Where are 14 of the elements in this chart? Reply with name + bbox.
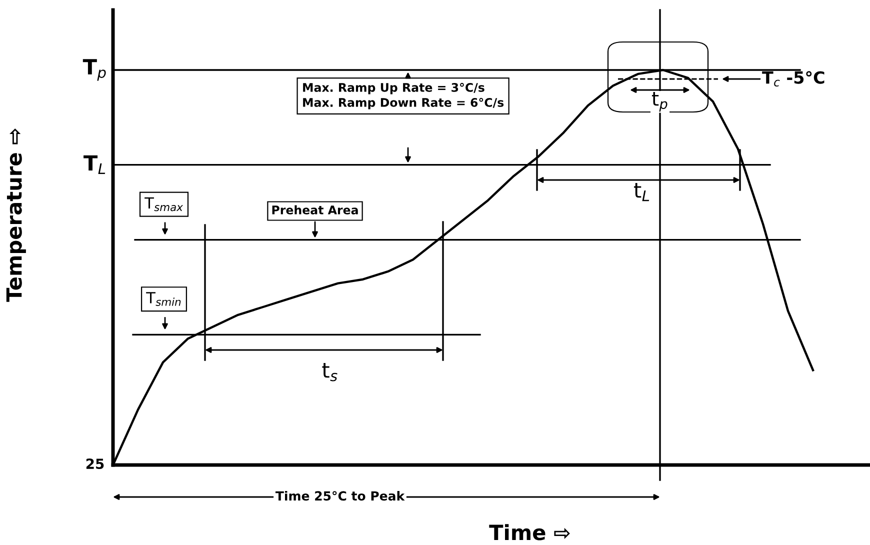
text: 25	[86, 458, 104, 470]
annotation: Max. Ramp Up Rate = 3°C/s Max. Ramp Down Rate = 6°C/s	[303, 82, 504, 110]
ref-line-label: T$_{smin}$	[146, 292, 181, 306]
y-axis-title: Temperature ⇨	[6, 128, 26, 302]
ref-line-label: T$_{p}$	[82, 59, 106, 81]
ref-line-label: T$_{L}$	[84, 155, 106, 174]
text: Time 25°C to Peak	[275, 490, 405, 501]
annotation: Preheat Area	[272, 205, 358, 214]
ref-line-label: T$_{smax}$	[144, 197, 184, 212]
annotation: T$_{c}$ -5°C	[762, 71, 824, 86]
annotation: t$_{L}$	[634, 183, 650, 202]
x-axis-title: Time ⇨	[489, 524, 570, 540]
annotation: t$_{p}$	[652, 92, 668, 112]
annotation: t$_{s}$	[322, 363, 338, 382]
